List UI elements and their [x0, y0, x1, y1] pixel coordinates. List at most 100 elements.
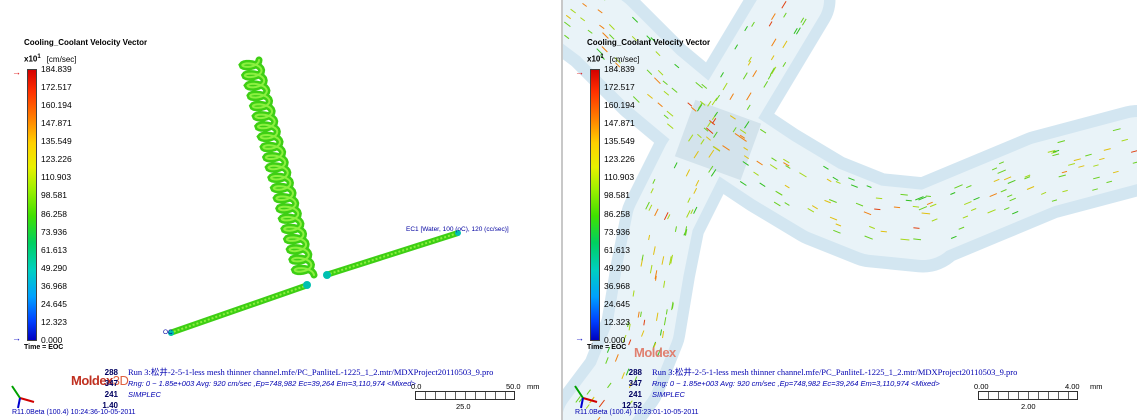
velocity-vector — [747, 60, 752, 66]
legend-title: Cooling_Coolant Velocity Vector — [24, 38, 148, 47]
velocity-vector — [729, 93, 734, 100]
legend-tick-label: 24.645 — [41, 298, 67, 309]
velocity-vector — [913, 227, 920, 229]
velocity-vector — [628, 339, 632, 346]
velocity-vector — [929, 203, 937, 208]
left-viewport[interactable]: Cooling_Coolant Velocity Vector x101 [cm/… — [0, 0, 561, 420]
velocity-vector — [739, 134, 746, 139]
velocity-vector — [601, 46, 608, 53]
velocity-vector — [784, 202, 790, 206]
velocity-vector — [1132, 161, 1137, 164]
legend-tick-label: 24.645 — [604, 298, 630, 309]
velocity-vector — [771, 38, 777, 47]
velocity-vector — [768, 21, 773, 27]
velocity-vector — [742, 72, 748, 80]
velocity-vector — [565, 14, 572, 20]
legend-tick-label: 73.936 — [41, 226, 67, 237]
right-viewport[interactable]: Cooling_Coolant Velocity Vector x101 [cm/… — [563, 0, 1137, 420]
time-label: Time = EOC — [24, 344, 64, 351]
color-legend-bar — [27, 69, 37, 341]
legend-ticks: 184.839 172.517 160.194 147.871 135.549 123.2… — [604, 64, 664, 353]
velocity-vector — [598, 399, 605, 408]
velocity-vector — [657, 347, 662, 356]
max-arrow-icon: → — [575, 67, 584, 77]
velocity-vector — [625, 368, 630, 376]
legend-tick-label: 36.968 — [41, 280, 67, 291]
velocity-vector — [970, 208, 977, 212]
velocity-vector — [697, 133, 702, 139]
velocity-vector — [703, 127, 709, 132]
velocity-vector — [637, 311, 640, 318]
velocity-vector — [1004, 207, 1010, 211]
velocity-vector — [913, 238, 922, 241]
viewport-divider[interactable] — [561, 0, 563, 420]
velocity-vector — [614, 354, 619, 362]
velocity-vector — [650, 188, 654, 194]
velocity-vector — [915, 196, 924, 201]
axes-triad-icon — [574, 385, 598, 409]
velocity-vector — [685, 169, 691, 177]
velocity-vector — [783, 162, 790, 167]
velocity-vector — [650, 37, 656, 43]
velocity-vector — [775, 190, 783, 196]
velocity-vector — [869, 225, 875, 230]
color-legend-bar — [590, 69, 600, 341]
velocity-vector — [958, 226, 965, 230]
velocity-vector — [742, 161, 749, 166]
velocity-vector — [989, 193, 997, 198]
velocity-vector — [833, 229, 841, 234]
velocity-vector — [655, 275, 657, 281]
legend-title: Cooling_Coolant Velocity Vector — [587, 38, 711, 47]
velocity-vector — [835, 181, 841, 184]
velocity-vector — [783, 12, 787, 18]
velocity-vector — [760, 128, 767, 134]
velocity-vector — [1130, 150, 1137, 153]
velocity-vector — [707, 121, 712, 128]
velocity-vector — [714, 111, 719, 117]
velocity-vector — [1078, 165, 1085, 168]
velocity-vector — [863, 211, 872, 216]
velocity-vector — [663, 280, 666, 288]
velocity-vector — [641, 330, 645, 337]
velocity-vector — [674, 63, 680, 69]
legend-unit: x101 [cm/sec] — [587, 54, 640, 64]
velocity-vector — [912, 205, 920, 208]
velocity-vector — [710, 169, 717, 177]
scale-bar — [415, 391, 515, 400]
velocity-vector — [622, 334, 627, 343]
velocity-vector — [893, 206, 901, 209]
version-footer: R11.0Beta (100.4) 10:23:01-10-05-2011 — [575, 409, 699, 416]
velocity-vector — [628, 380, 633, 389]
velocity-vector — [1051, 151, 1057, 154]
velocity-vector — [801, 18, 807, 26]
velocity-vector — [602, 32, 609, 39]
scale-mid: 2.00 — [1021, 402, 1036, 411]
velocity-vector — [734, 132, 741, 138]
velocity-vector — [628, 323, 631, 331]
velocity-vector — [600, 55, 605, 60]
velocity-vector — [950, 235, 957, 239]
velocity-vector — [663, 90, 670, 96]
velocity-vector — [666, 123, 674, 129]
velocity-vector — [829, 216, 838, 221]
velocity-vector — [900, 238, 910, 241]
velocity-vector — [643, 319, 646, 326]
run-info: 288 Run 3:松井-2-5-1-less mesh thinner chan… — [621, 367, 1018, 410]
velocity-vector — [627, 321, 629, 328]
velocity-vector — [864, 235, 873, 240]
velocity-vector — [1093, 164, 1099, 167]
velocity-vector — [632, 290, 635, 297]
scale-start: 0.0 — [411, 382, 422, 391]
velocity-vector — [690, 106, 697, 112]
velocity-vector — [674, 226, 677, 232]
inlet-label: EC1 [Water, 100 (oC), 120 (cc/sec)] — [406, 226, 509, 233]
velocity-vector — [614, 57, 621, 64]
velocity-vector — [688, 134, 694, 142]
velocity-vector — [918, 206, 928, 211]
time-label: Time = EOC — [587, 344, 627, 351]
velocity-vector — [585, 404, 590, 409]
legend-tick-label: 172.517 — [604, 82, 635, 93]
velocity-vector — [648, 204, 653, 211]
velocity-vector — [739, 129, 747, 134]
legend-tick-label: 12.323 — [41, 316, 67, 327]
